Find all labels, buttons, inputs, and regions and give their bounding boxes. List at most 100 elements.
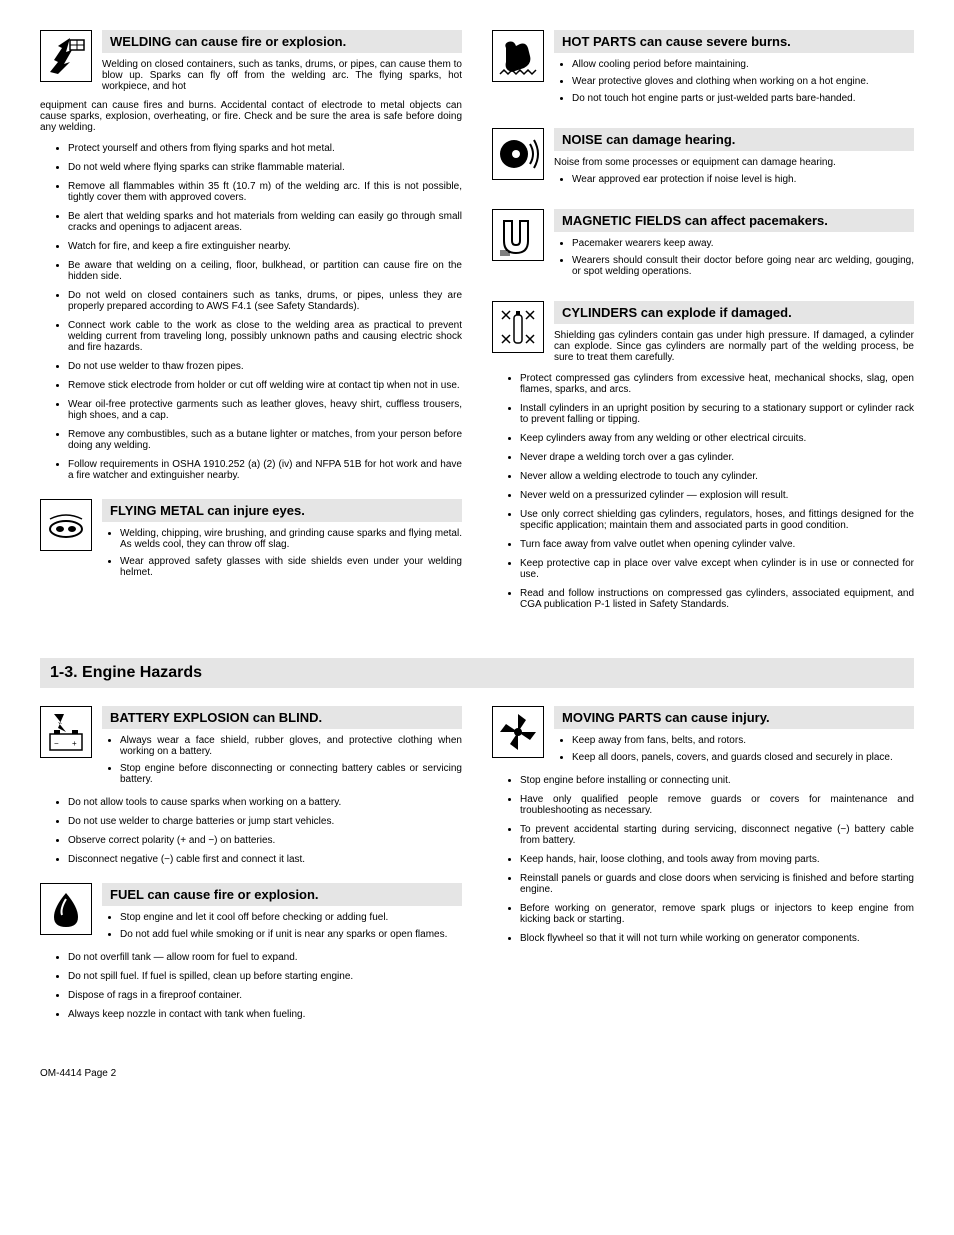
hazard-title: CYLINDERS can explode if damaged.	[554, 301, 914, 324]
page-footer: OM-4414 Page 2	[40, 1068, 914, 1079]
list-item: Keep hands, hair, loose clothing, and to…	[520, 854, 914, 865]
hazard-title-block: HOT PARTS can cause severe burns. Allow c…	[554, 30, 914, 110]
svg-text:+: +	[72, 739, 77, 748]
hazard-header: MOVING PARTS can cause injury.Keep away …	[492, 706, 914, 769]
list-item: Protect yourself and others from flying …	[68, 143, 462, 154]
hazard-main-list: Do not overfill tank — allow room for fu…	[40, 952, 462, 1020]
list-item: Use only correct shielding gas cylinders…	[520, 509, 914, 531]
list-item: Pacemaker wearers keep away.	[572, 238, 914, 249]
hazard-block: MAGNETIC FIELDS can affect pacemakers. Pa…	[492, 209, 914, 283]
hazard-header: HOT PARTS can cause severe burns. Allow c…	[492, 30, 914, 110]
hazard-block: WELDING can cause fire or explosion.Weld…	[40, 30, 462, 481]
list-item: Do not allow tools to cause sparks when …	[68, 797, 462, 808]
list-item: Stop engine before installing or connect…	[520, 775, 914, 786]
list-item: Wearers should consult their doctor befo…	[572, 255, 914, 277]
list-item: Never weld on a pressurized cylinder — e…	[520, 490, 914, 501]
list-item: Watch for fire, and keep a fire extingui…	[68, 241, 462, 252]
hot-parts-icon	[492, 30, 544, 82]
list-item: Install cylinders in an upright position…	[520, 403, 914, 425]
list-item: Stop engine and let it cool off before c…	[120, 912, 462, 923]
list-item: Disconnect negative (−) cable first and …	[68, 854, 462, 865]
top-right-col: HOT PARTS can cause severe burns. Allow c…	[492, 30, 914, 628]
hazard-header: FUEL can cause fire or explosion. Stop en…	[40, 883, 462, 946]
fuel-icon	[40, 883, 92, 935]
hazard-title: NOISE can damage hearing.	[554, 128, 914, 151]
hazard-title-block: NOISE can damage hearing.Noise from some…	[554, 128, 914, 191]
hazard-block: FUEL can cause fire or explosion. Stop en…	[40, 883, 462, 1020]
hazard-title: HOT PARTS can cause severe burns.	[554, 30, 914, 53]
hazard-block: MOVING PARTS can cause injury.Keep away …	[492, 706, 914, 944]
hazard-main-list: Protect compressed gas cylinders from ex…	[492, 373, 914, 610]
list-item: Wear approved ear protection if noise le…	[572, 174, 914, 185]
list-item: Remove any combustibles, such as a butan…	[68, 429, 462, 451]
list-item: Remove all flammables within 35 ft (10.7…	[68, 181, 462, 203]
hazard-title-block: BATTERY EXPLOSION can BLIND. Always wear …	[102, 706, 462, 791]
magnetic-icon	[492, 209, 544, 261]
list-item: Allow cooling period before maintaining.	[572, 59, 914, 70]
list-item: Block flywheel so that it will not turn …	[520, 933, 914, 944]
list-item: To prevent accidental starting during se…	[520, 824, 914, 846]
list-item: Keep cylinders away from any welding or …	[520, 433, 914, 444]
hazard-sub-list: Welding, chipping, wire brushing, and gr…	[102, 528, 462, 578]
hazard-header: MAGNETIC FIELDS can affect pacemakers. Pa…	[492, 209, 914, 283]
list-item: Keep all doors, panels, covers, and guar…	[572, 752, 914, 763]
battery-icon: −+	[40, 706, 92, 758]
moving-parts-icon	[492, 706, 544, 758]
hazard-title: MAGNETIC FIELDS can affect pacemakers.	[554, 209, 914, 232]
list-item: Reinstall panels or guards and close doo…	[520, 873, 914, 895]
hazard-header: −+BATTERY EXPLOSION can BLIND.Always wea…	[40, 706, 462, 791]
list-item: Wear oil-free protective garments such a…	[68, 399, 462, 421]
top-left-col: WELDING can cause fire or explosion. Weld…	[40, 30, 462, 628]
hazard-sub-list: Allow cooling period before maintaining.…	[554, 59, 914, 104]
hazard-sub-list: Always wear a face shield, rubber gloves…	[102, 735, 462, 785]
list-item: Welding, chipping, wire brushing, and gr…	[120, 528, 462, 550]
hazard-title: WELDING can cause fire or explosion.	[102, 30, 462, 53]
svg-text:−: −	[54, 739, 59, 748]
list-item: Dispose of rags in a fireproof container…	[68, 990, 462, 1001]
list-item: Keep protective cap in place over valve …	[520, 558, 914, 580]
list-item: Keep away from fans, belts, and rotors.	[572, 735, 914, 746]
hazard-block: HOT PARTS can cause severe burns. Allow c…	[492, 30, 914, 110]
list-item: Do not weld on closed containers such as…	[68, 290, 462, 312]
list-item: Do not weld where flying sparks can stri…	[68, 162, 462, 173]
top-columns: WELDING can cause fire or explosion. Weld…	[40, 30, 914, 628]
noise-icon	[492, 128, 544, 180]
list-item: Before working on generator, remove spar…	[520, 903, 914, 925]
list-item: Follow requirements in OSHA 1910.252 (a)…	[68, 459, 462, 481]
hazard-title: FLYING METAL can injure eyes.	[102, 499, 462, 522]
hazard-header: FLYING METAL can injure eyes. Welding, ch…	[40, 499, 462, 584]
list-item: Do not use welder to thaw frozen pipes.	[68, 361, 462, 372]
hazard-header: CYLINDERS can explode if damaged.Shieldi…	[492, 301, 914, 367]
list-item: Turn face away from valve outlet when op…	[520, 539, 914, 550]
list-item: Wear protective gloves and clothing when…	[572, 76, 914, 87]
list-item: Protect compressed gas cylinders from ex…	[520, 373, 914, 395]
hazard-block: FLYING METAL can injure eyes. Welding, ch…	[40, 499, 462, 584]
list-item: Do not spill fuel. If fuel is spilled, c…	[68, 971, 462, 982]
hazard-intro-continued: equipment can cause fires and burns. Acc…	[40, 100, 462, 133]
hazard-title: FUEL can cause fire or explosion.	[102, 883, 462, 906]
list-item: Stop engine before disconnecting or conn…	[120, 763, 462, 785]
hazard-title-block: WELDING can cause fire or explosion.Weld…	[102, 30, 462, 96]
list-item: Read and follow instructions on compress…	[520, 588, 914, 610]
list-item: Be aware that welding on a ceiling, floo…	[68, 260, 462, 282]
hazard-sub-list: Wear approved ear protection if noise le…	[554, 174, 914, 185]
list-item: Always keep nozzle in contact with tank …	[68, 1009, 462, 1020]
list-item: Connect work cable to the work as close …	[68, 320, 462, 353]
list-item: Have only qualified people remove guards…	[520, 794, 914, 816]
hazard-title-block: FUEL can cause fire or explosion. Stop en…	[102, 883, 462, 946]
hazard-main-list: Do not allow tools to cause sparks when …	[40, 797, 462, 865]
hazard-title: BATTERY EXPLOSION can BLIND.	[102, 706, 462, 729]
hazard-block: CYLINDERS can explode if damaged.Shieldi…	[492, 301, 914, 610]
hazard-block: −+BATTERY EXPLOSION can BLIND.Always wea…	[40, 706, 462, 865]
welding-fire-icon	[40, 30, 92, 82]
section-heading: 1-3. Engine Hazards	[40, 658, 914, 688]
list-item: Observe correct polarity (+ and −) on ba…	[68, 835, 462, 846]
hazard-sub-list: Keep away from fans, belts, and rotors. K…	[554, 735, 914, 763]
hazard-title-block: CYLINDERS can explode if damaged.Shieldi…	[554, 301, 914, 367]
hazard-header: NOISE can damage hearing.Noise from some…	[492, 128, 914, 191]
hazard-title-block: FLYING METAL can injure eyes. Welding, ch…	[102, 499, 462, 584]
hazard-sub-list: Pacemaker wearers keep away. Wearers shou…	[554, 238, 914, 277]
cylinder-icon	[492, 301, 544, 353]
bottom-right-col: MOVING PARTS can cause injury.Keep away …	[492, 706, 914, 1038]
hazard-main-list: Protect yourself and others from flying …	[40, 143, 462, 481]
